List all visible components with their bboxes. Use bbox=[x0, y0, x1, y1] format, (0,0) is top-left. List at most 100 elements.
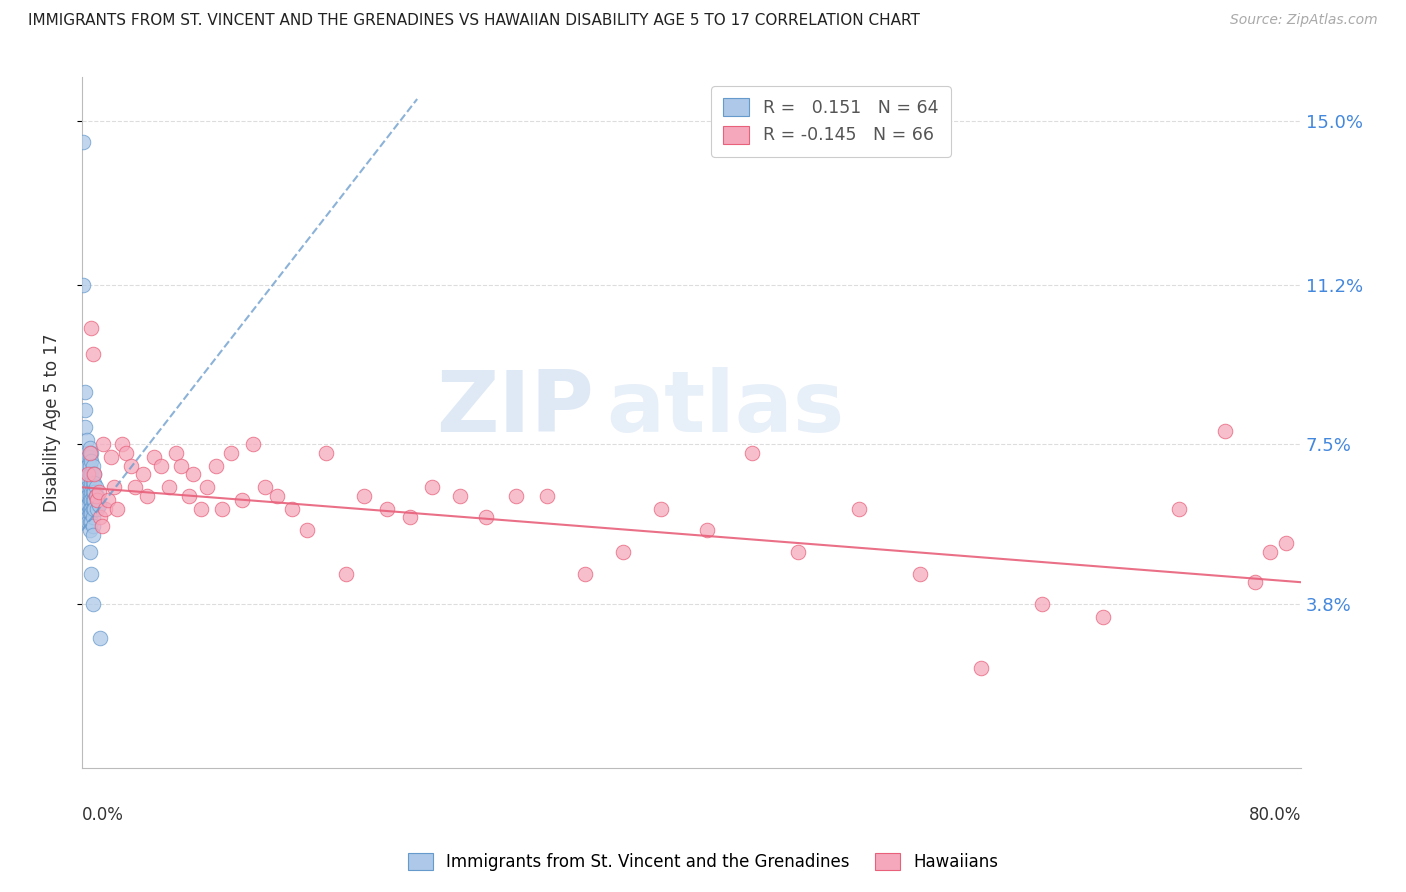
Point bbox=[177, 489, 200, 503]
Point bbox=[89, 510, 111, 524]
Point bbox=[219, 446, 242, 460]
Point bbox=[1168, 501, 1191, 516]
Point bbox=[574, 566, 596, 581]
Point bbox=[83, 475, 105, 490]
Point bbox=[86, 489, 108, 503]
Point bbox=[82, 519, 104, 533]
Point bbox=[79, 515, 101, 529]
Point bbox=[73, 420, 96, 434]
Point bbox=[124, 480, 146, 494]
Point bbox=[80, 475, 103, 490]
Point bbox=[79, 450, 101, 464]
Point bbox=[103, 480, 125, 494]
Point bbox=[181, 467, 204, 482]
Point bbox=[80, 501, 103, 516]
Text: ZIP: ZIP bbox=[436, 368, 593, 450]
Point bbox=[83, 467, 105, 482]
Point bbox=[1091, 609, 1114, 624]
Point bbox=[82, 527, 104, 541]
Point bbox=[253, 480, 276, 494]
Point bbox=[84, 480, 107, 494]
Point bbox=[190, 501, 212, 516]
Point bbox=[335, 566, 357, 581]
Point bbox=[73, 402, 96, 417]
Point bbox=[211, 501, 233, 516]
Point bbox=[76, 498, 98, 512]
Point bbox=[1260, 545, 1282, 559]
Point bbox=[83, 467, 105, 482]
Point bbox=[398, 510, 420, 524]
Legend: R =   0.151   N = 64, R = -0.145   N = 66: R = 0.151 N = 64, R = -0.145 N = 66 bbox=[711, 87, 950, 157]
Y-axis label: Disability Age 5 to 17: Disability Age 5 to 17 bbox=[44, 334, 60, 512]
Point bbox=[80, 484, 103, 499]
Point bbox=[536, 489, 558, 503]
Point bbox=[787, 545, 810, 559]
Point bbox=[89, 632, 111, 646]
Point bbox=[77, 467, 100, 482]
Point bbox=[76, 458, 98, 473]
Point bbox=[136, 489, 159, 503]
Point bbox=[315, 446, 337, 460]
Point bbox=[79, 545, 101, 559]
Point bbox=[120, 458, 142, 473]
Point bbox=[353, 489, 375, 503]
Point bbox=[449, 489, 471, 503]
Point bbox=[80, 467, 103, 482]
Point bbox=[80, 515, 103, 529]
Point bbox=[80, 566, 103, 581]
Point bbox=[142, 450, 165, 464]
Point bbox=[83, 484, 105, 499]
Point bbox=[72, 135, 94, 149]
Point bbox=[110, 437, 132, 451]
Point bbox=[82, 346, 104, 360]
Point bbox=[79, 524, 101, 538]
Text: Source: ZipAtlas.com: Source: ZipAtlas.com bbox=[1230, 13, 1378, 28]
Point bbox=[94, 501, 117, 516]
Point bbox=[79, 467, 101, 482]
Point bbox=[77, 489, 100, 503]
Point bbox=[76, 433, 98, 447]
Point bbox=[76, 467, 98, 482]
Point bbox=[82, 501, 104, 516]
Point bbox=[266, 489, 288, 503]
Point bbox=[77, 498, 100, 512]
Point bbox=[77, 515, 100, 529]
Point bbox=[90, 519, 112, 533]
Point bbox=[612, 545, 634, 559]
Point bbox=[132, 467, 155, 482]
Point bbox=[165, 446, 187, 460]
Point bbox=[79, 480, 101, 494]
Point bbox=[79, 458, 101, 473]
Point bbox=[157, 480, 180, 494]
Point bbox=[79, 489, 101, 503]
Point bbox=[77, 510, 100, 524]
Point bbox=[170, 458, 193, 473]
Point bbox=[83, 501, 105, 516]
Point bbox=[1274, 536, 1296, 550]
Point bbox=[76, 484, 98, 499]
Point bbox=[86, 501, 108, 516]
Point bbox=[72, 277, 94, 292]
Point bbox=[505, 489, 527, 503]
Point bbox=[77, 458, 100, 473]
Point bbox=[77, 480, 100, 494]
Point bbox=[80, 493, 103, 508]
Point bbox=[87, 484, 110, 499]
Point bbox=[696, 524, 718, 538]
Point bbox=[77, 450, 100, 464]
Point bbox=[908, 566, 931, 581]
Point bbox=[83, 493, 105, 508]
Point bbox=[231, 493, 253, 508]
Point bbox=[474, 510, 496, 524]
Point bbox=[205, 458, 228, 473]
Point bbox=[375, 501, 398, 516]
Point bbox=[195, 480, 218, 494]
Point bbox=[82, 475, 104, 490]
Point bbox=[82, 458, 104, 473]
Point bbox=[76, 446, 98, 460]
Point bbox=[87, 498, 110, 512]
Point bbox=[79, 501, 101, 516]
Point bbox=[76, 501, 98, 516]
Point bbox=[79, 506, 101, 520]
Point bbox=[82, 493, 104, 508]
